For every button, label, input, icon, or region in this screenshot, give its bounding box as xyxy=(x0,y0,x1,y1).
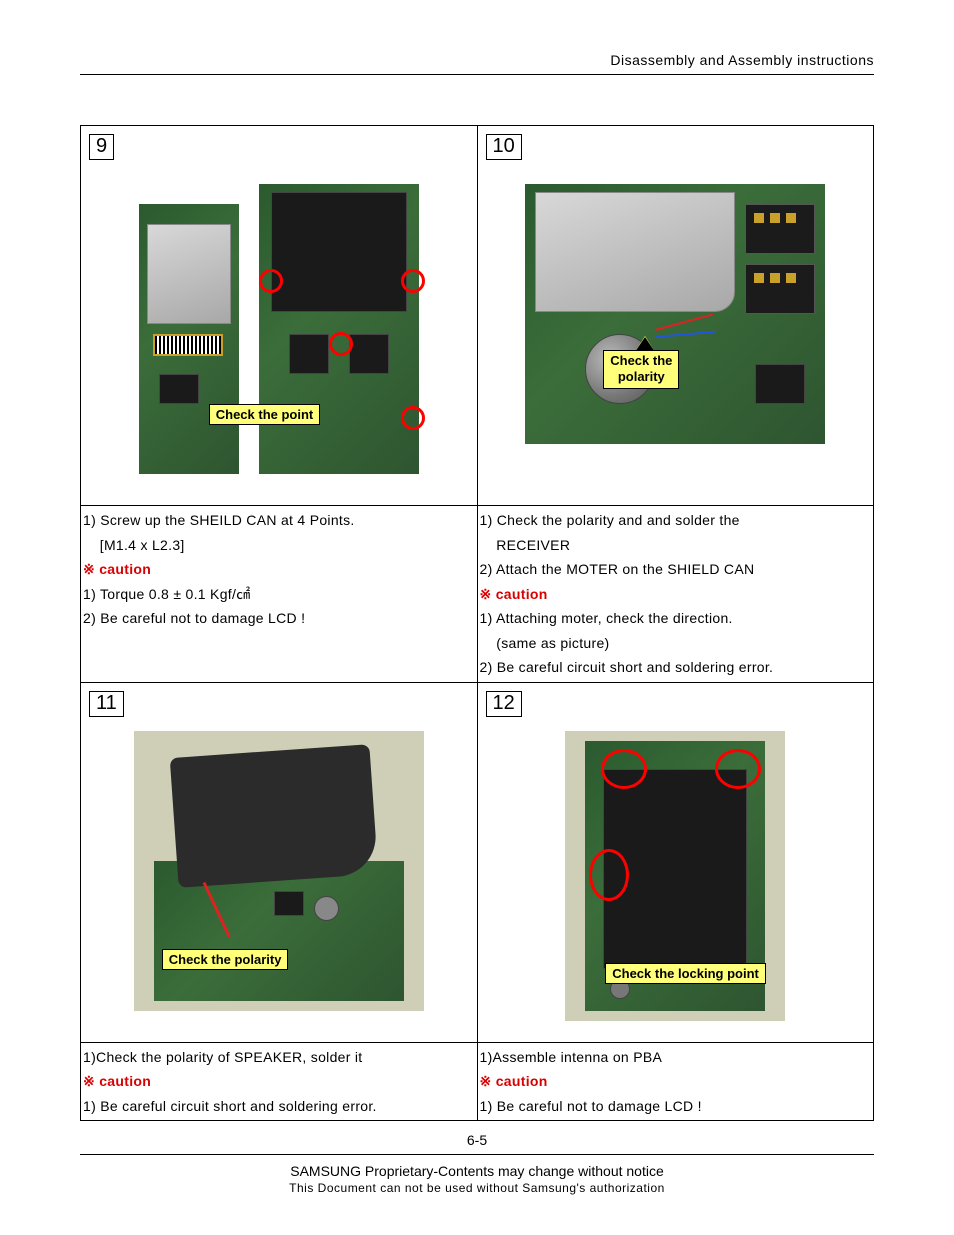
caution-line: (same as picture) xyxy=(480,631,872,656)
photo-step-10: Check the polarity xyxy=(486,174,866,459)
callout-line: Check the xyxy=(610,353,672,368)
instr-line: 1)Check the polarity of SPEAKER, solder … xyxy=(83,1045,475,1070)
footer-proprietary: SAMSUNG Proprietary-Contents may change … xyxy=(80,1163,874,1179)
instr-line: 1)Assemble intenna on PBA xyxy=(480,1045,872,1070)
caution-line: 1) Be careful not to damage LCD ! xyxy=(480,1094,872,1119)
instr-line: 2) Attach the MOTER on the SHIELD CAN xyxy=(480,557,872,582)
caution-label: ※ caution xyxy=(83,557,475,582)
caution-label: ※ caution xyxy=(480,582,872,607)
instruction-grid: 9 xyxy=(80,125,874,1121)
instr-line: RECEIVER xyxy=(480,533,872,558)
step-number: 9 xyxy=(89,134,114,160)
caution-line: 1) Be careful circuit short and solderin… xyxy=(83,1094,475,1119)
cell-step-10: 10 xyxy=(477,126,874,506)
cell-step-11-text: 1)Check the polarity of SPEAKER, solder … xyxy=(81,1042,478,1121)
callout-check-point: Check the point xyxy=(209,404,321,425)
cell-step-12: 12 Check the locking point xyxy=(477,682,874,1042)
step-number: 10 xyxy=(486,134,522,160)
callout-check-polarity: Check the polarity xyxy=(603,350,679,389)
caution-label: ※ caution xyxy=(480,1069,872,1094)
cell-step-9-text: 1) Screw up the SHEILD CAN at 4 Points. … xyxy=(81,506,478,683)
caution-line: 2) Be careful circuit short and solderin… xyxy=(480,655,872,680)
caution-line: 2) Be careful not to damage LCD ! xyxy=(83,606,475,631)
footer-authorization: This Document can not be used without Sa… xyxy=(80,1181,874,1195)
callout-line: polarity xyxy=(618,369,665,384)
page-footer: 6-5 SAMSUNG Proprietary-Contents may cha… xyxy=(80,1132,874,1195)
instr-line: 1) Check the polarity and and solder the xyxy=(480,508,872,533)
step-number: 11 xyxy=(89,691,124,717)
cell-step-9: 9 xyxy=(81,126,478,506)
callout-check-polarity: Check the polarity xyxy=(162,949,289,970)
cell-step-12-text: 1)Assemble intenna on PBA ※ caution 1) B… xyxy=(477,1042,874,1121)
page: Disassembly and Assembly instructions 9 xyxy=(0,0,954,1161)
photo-step-11: Check the polarity xyxy=(89,731,469,1016)
cell-step-10-text: 1) Check the polarity and and solder the… xyxy=(477,506,874,683)
callout-check-locking: Check the locking point xyxy=(605,963,766,984)
photo-step-12: Check the locking point xyxy=(486,731,866,1026)
instr-line: [M1.4 x L2.3] xyxy=(83,533,475,558)
page-number: 6-5 xyxy=(80,1132,874,1148)
caution-label: ※ caution xyxy=(83,1069,475,1094)
instr-line: 1) Screw up the SHEILD CAN at 4 Points. xyxy=(83,508,475,533)
photo-step-9: Check the point xyxy=(89,174,469,489)
step-number: 12 xyxy=(486,691,522,717)
page-header: Disassembly and Assembly instructions xyxy=(80,52,874,75)
caution-line: 1) Attaching moter, check the direction. xyxy=(480,606,872,631)
caution-line: 1) Torque 0.8 ± 0.1 Kgf/㎠ xyxy=(83,582,475,607)
cell-step-11: 11 Check the polarity xyxy=(81,682,478,1042)
